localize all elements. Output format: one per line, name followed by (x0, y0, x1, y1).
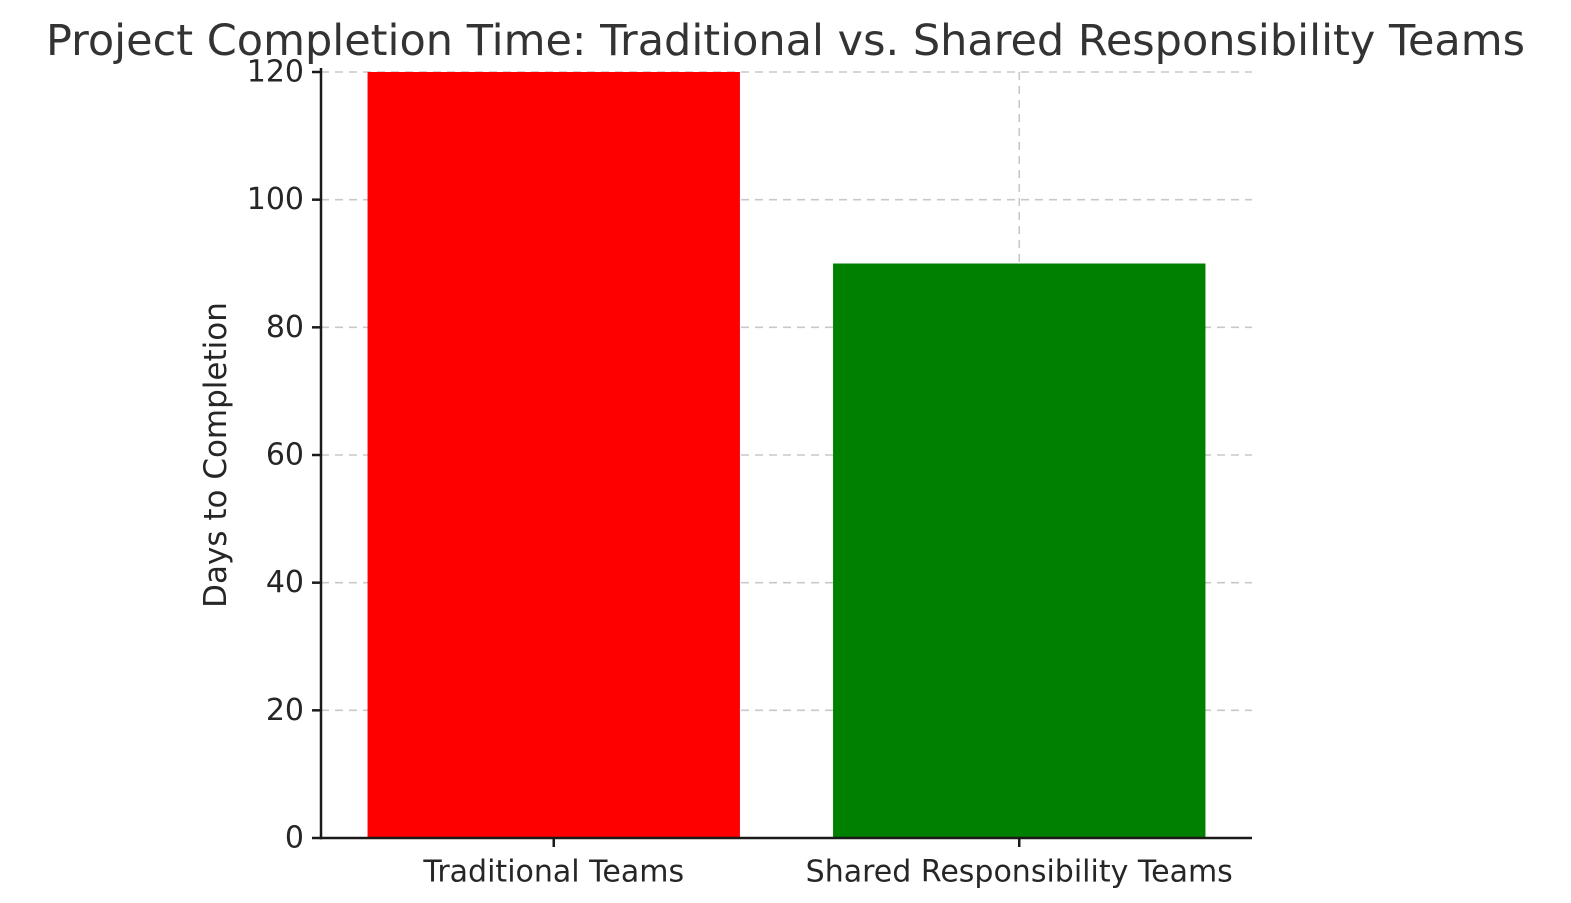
y-axis-label: Days to Completion (198, 302, 234, 608)
y-tick-label: 80 (266, 310, 304, 345)
y-tick-label: 0 (285, 821, 304, 856)
y-tick-label: 120 (247, 55, 304, 90)
y-tick-label: 20 (266, 693, 304, 728)
y-tick-label: 40 (266, 565, 304, 600)
y-tick-label: 60 (266, 438, 304, 473)
x-tick-label: Shared Responsibility Teams (806, 855, 1233, 890)
bar-shared-responsibility-teams (833, 263, 1206, 838)
chart-title: Project Completion Time: Traditional vs.… (45, 16, 1526, 66)
y-tick-label: 100 (247, 182, 304, 217)
x-tick-label: Traditional Teams (422, 855, 684, 890)
bar-traditional-teams (367, 72, 740, 838)
